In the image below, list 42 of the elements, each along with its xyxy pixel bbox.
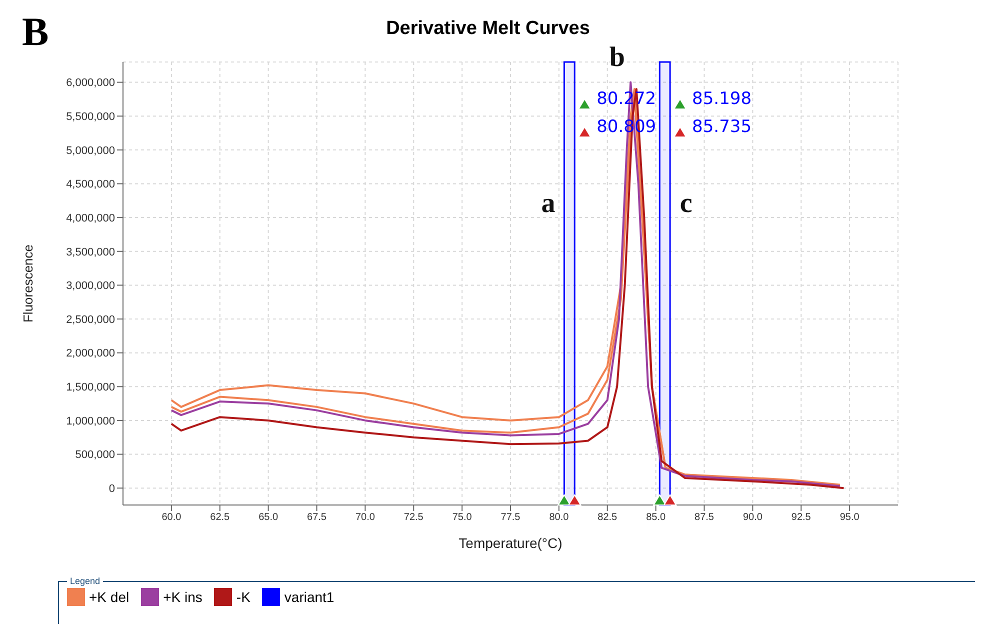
y-axis-title: Fluorescence <box>20 244 36 323</box>
x-tick-label: 95.0 <box>840 512 860 524</box>
x-tick-label: 65.0 <box>258 512 278 524</box>
x-tick-label: 75.0 <box>452 512 472 524</box>
x-tick-label: 67.5 <box>307 512 327 524</box>
y-tick-label: 5,500,000 <box>66 111 115 124</box>
y-tick-label: 5,000,000 <box>66 144 115 157</box>
y-tick-label: 4,000,000 <box>66 212 115 224</box>
y-tick-label: 6,000,000 <box>66 77 115 90</box>
y-tick-label: 4,500,000 <box>66 178 115 191</box>
x-tick-label: 85.0 <box>646 512 666 524</box>
annotation: 85.735 <box>692 117 752 137</box>
x-tick-label: 92.5 <box>791 512 812 524</box>
x-tick-label: 70.0 <box>355 512 376 524</box>
chart-title: Derivative Melt Curves <box>386 18 590 39</box>
y-tick-label: 1,000,000 <box>66 415 115 428</box>
y-tick-label: 0 <box>108 482 115 495</box>
text: B <box>22 8 49 55</box>
legend-label: -K <box>235 588 250 606</box>
y-tick-label: 2,500,000 <box>66 314 115 326</box>
x-tick-label: 62.5 <box>210 512 230 524</box>
y-tick-label: 3,000,000 <box>66 280 115 292</box>
legend-label: +K del <box>88 588 130 606</box>
annotation: c <box>680 188 692 219</box>
y-tick-label: 500,000 <box>75 449 115 462</box>
x-tick-label: 60.0 <box>162 512 182 524</box>
x-tick-label: 80.0 <box>549 512 570 524</box>
annotation: b <box>609 42 625 73</box>
annotation: a <box>541 188 556 219</box>
legend-title: Legend <box>69 576 102 586</box>
x-tick-label: 77.5 <box>500 512 521 524</box>
x-tick-label: 87.5 <box>694 512 714 524</box>
legend-label: +K ins <box>162 588 202 606</box>
x-tick-label: 72.5 <box>404 512 424 524</box>
y-tick-label: 1,500,000 <box>66 382 115 394</box>
y-tick-label: 3,500,000 <box>66 246 115 258</box>
x-axis-title: Temperature(°C) <box>458 535 562 551</box>
legend-label: variant1 <box>283 588 334 606</box>
y-tick-label: 2,000,000 <box>66 348 115 360</box>
annotation: 85.198 <box>692 89 752 109</box>
x-tick-label: 90.0 <box>742 512 763 524</box>
x-tick-label: 82.5 <box>598 512 618 524</box>
